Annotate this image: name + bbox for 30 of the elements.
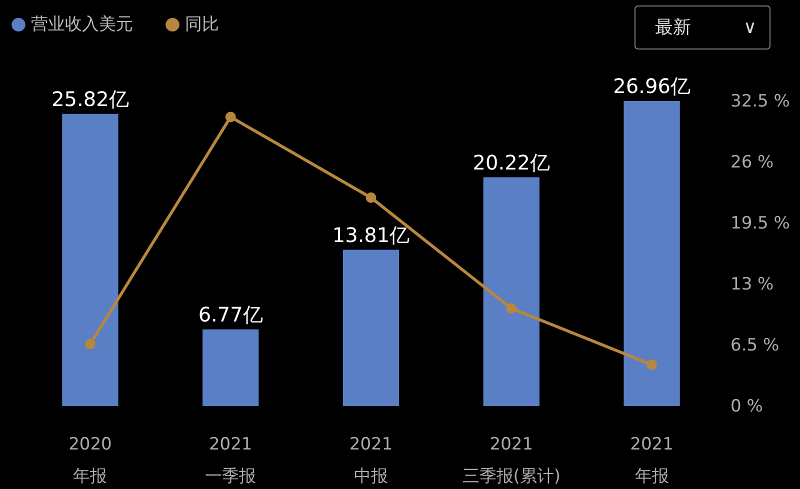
text: ∨ xyxy=(743,17,757,38)
bar xyxy=(624,101,680,406)
legend-label: 同比 xyxy=(185,14,219,35)
point xyxy=(506,303,517,314)
text: 最新 xyxy=(655,17,691,38)
x-tick-label: 2020 年报 xyxy=(68,434,112,486)
data-label: 25.82亿 xyxy=(52,86,129,111)
y-tick-label: 13 % xyxy=(730,274,774,294)
x-tick-label: 2021 中报 xyxy=(349,434,393,486)
data-label: 13.81亿 xyxy=(332,222,410,247)
x-tick-label: 2021 一季报 xyxy=(205,434,256,486)
data-label: 20.22亿 xyxy=(472,150,550,174)
bar xyxy=(62,114,118,406)
point xyxy=(646,359,658,370)
data-label: 26.96亿 xyxy=(613,74,690,98)
x-tick-label: 2021 三季报(累计) xyxy=(462,434,561,486)
y-tick-label: 0 % xyxy=(730,396,763,416)
y-tick-label: 26 % xyxy=(730,152,774,172)
y-tick-label: 19.5 % xyxy=(730,214,790,234)
point xyxy=(84,338,96,350)
x-tick-label: 2021 年报 xyxy=(630,434,674,486)
bar xyxy=(483,177,540,406)
legend-label: 营业收入美元 xyxy=(31,14,133,35)
bar xyxy=(342,250,400,406)
data-label: 6.77亿 xyxy=(198,302,263,326)
point xyxy=(225,112,236,122)
point xyxy=(366,192,376,203)
bar xyxy=(202,329,259,406)
y-tick-label: 32.5 % xyxy=(730,92,790,112)
y-tick-label: 6.5 % xyxy=(730,336,780,356)
